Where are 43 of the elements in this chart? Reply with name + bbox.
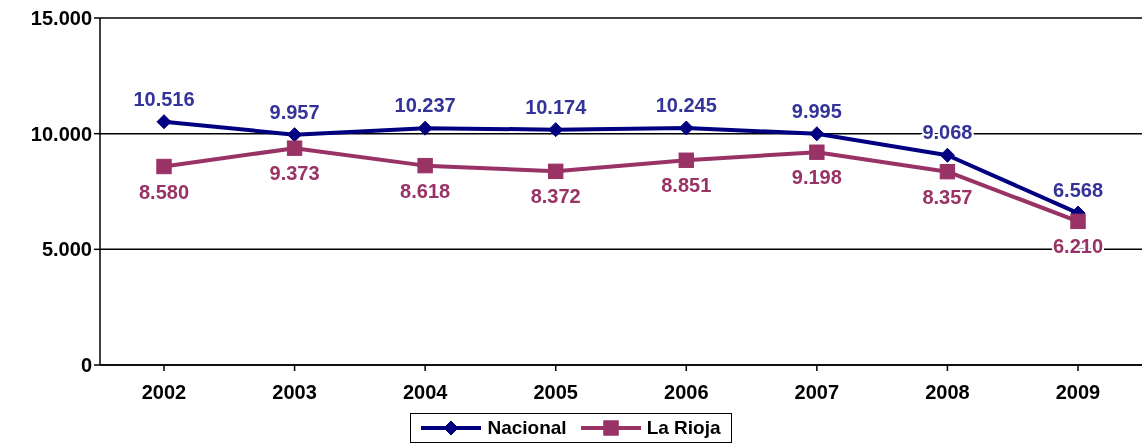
point	[1070, 213, 1086, 230]
point	[678, 152, 694, 168]
legend-label: Nacional	[487, 417, 567, 439]
legend-label: La Rioja	[646, 417, 721, 439]
data-label: 8.851	[661, 174, 712, 197]
y-tick-label: 5.000	[41, 238, 92, 261]
point	[287, 127, 303, 143]
point	[939, 147, 955, 163]
point	[548, 122, 564, 138]
data-label: 10.245	[655, 94, 717, 116]
data-label: 9.373	[269, 162, 320, 185]
data-label: 8.372	[530, 185, 581, 208]
data-label: 10.174	[525, 95, 588, 118]
point	[809, 144, 825, 160]
x-tick-label: 2008	[925, 381, 970, 404]
x-tick-label: 2003	[272, 381, 317, 404]
data-label: 9.957	[269, 100, 320, 123]
point	[286, 140, 303, 156]
data-label: 9.198	[791, 166, 842, 189]
x-tick-label: 2004	[402, 381, 449, 404]
data-label: 9.995	[791, 99, 842, 122]
point	[548, 163, 564, 180]
point	[156, 158, 172, 175]
y-tick-label: 10.000	[30, 122, 92, 145]
x-tick-label: 2009	[1055, 381, 1101, 404]
point	[939, 163, 956, 180]
data-label: 10.516	[133, 87, 195, 110]
point	[809, 126, 825, 142]
x-tick-label: 2002	[141, 381, 187, 404]
point	[156, 114, 172, 130]
point	[678, 120, 694, 136]
point	[417, 120, 433, 136]
data-label: 8.580	[138, 180, 190, 203]
x-tick-label: 2007	[794, 381, 840, 404]
data-label: 8.357	[922, 185, 973, 208]
x-tick-label: 2006	[664, 381, 709, 404]
data-label: 8.618	[400, 179, 451, 202]
data-label: 10.237	[394, 94, 456, 117]
y-tick-label: 0	[80, 354, 92, 377]
y-tick-label: 15.000	[30, 7, 92, 30]
x-tick-label: 2005	[533, 381, 578, 404]
point	[417, 157, 433, 174]
data-label: 6.568	[1052, 179, 1104, 202]
